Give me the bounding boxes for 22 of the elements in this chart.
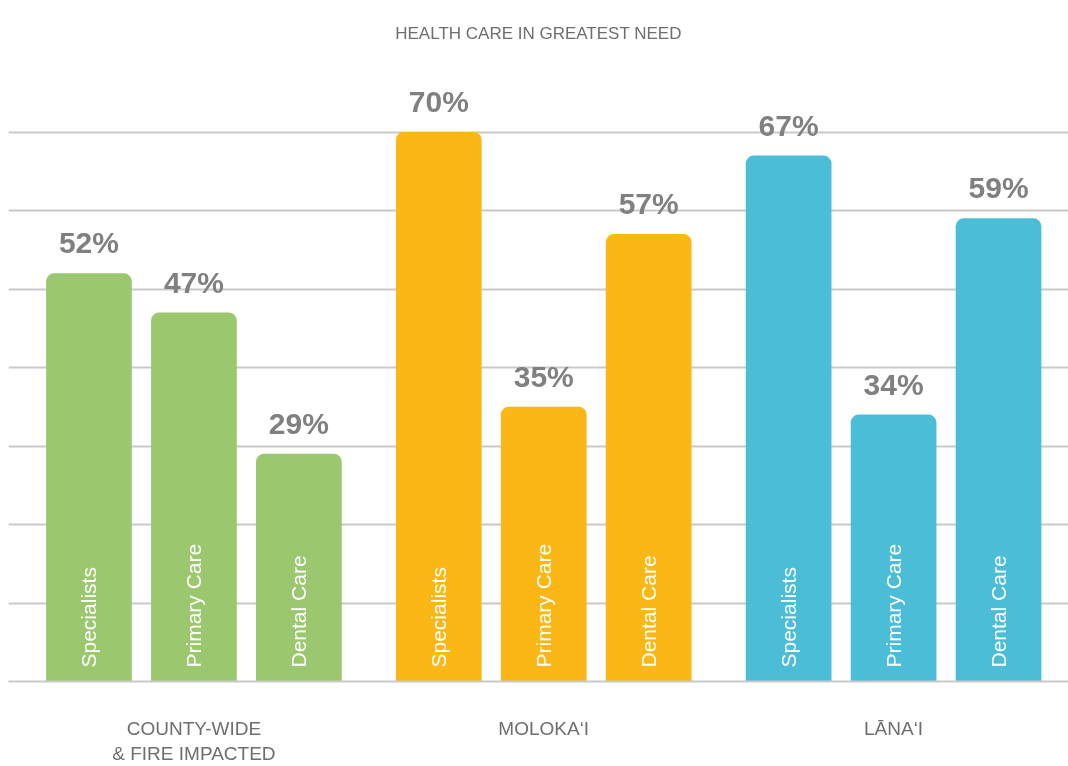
text: Dental Care — [987, 555, 1011, 668]
x-tick-label: MOLOKA‘I — [498, 717, 590, 739]
data-label: 57% — [618, 187, 679, 221]
text: Dental Care — [637, 555, 661, 668]
text: Specialists — [777, 567, 801, 668]
text: Specialists — [427, 567, 451, 668]
series-label: Primary Care — [182, 543, 206, 668]
data-label: 35% — [513, 359, 574, 393]
chart-title: HEALTH CARE IN GREATEST NEED — [395, 23, 682, 43]
data-label: 67% — [758, 108, 819, 142]
data-label: 29% — [268, 406, 329, 440]
text: Primary Care — [882, 543, 906, 668]
data-label: 34% — [863, 367, 924, 401]
x-tick-label: LĀNA‘I — [864, 717, 924, 739]
data-label: 52% — [58, 226, 119, 260]
data-label: 70% — [408, 85, 469, 118]
series-label: Specialists — [77, 567, 101, 668]
text: Primary Care — [532, 543, 556, 668]
series-label: Dental Care — [287, 555, 311, 668]
data-label: 59% — [968, 171, 1029, 205]
data-label: 47% — [163, 265, 224, 299]
x-tick-label: COUNTY-WIDE & FIRE IMPACTED — [112, 717, 276, 764]
